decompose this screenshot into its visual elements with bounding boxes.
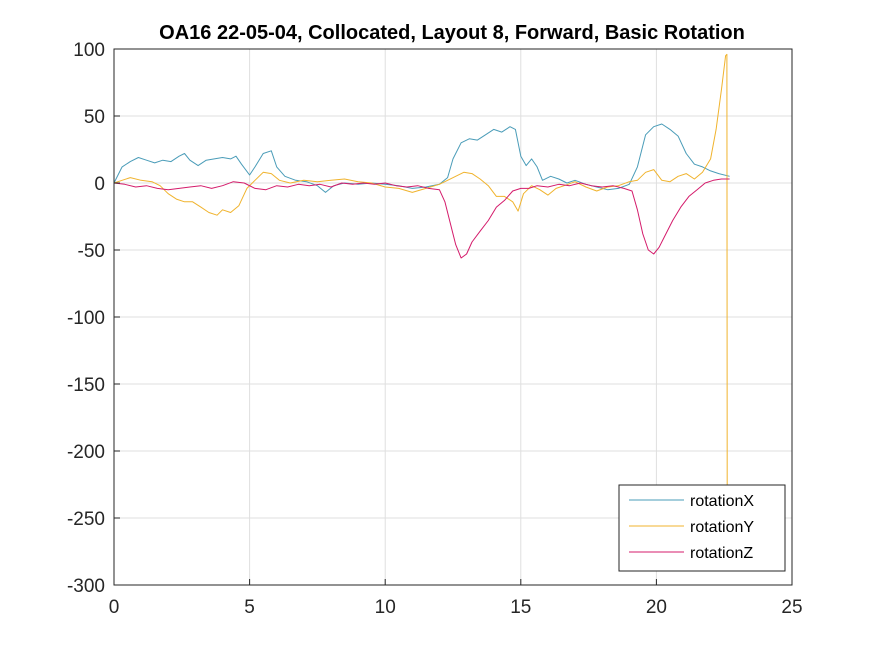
legend: rotationX rotationY rotationZ	[618, 484, 786, 572]
y-tick-label: 50	[84, 107, 105, 128]
y-tick-label: -50	[78, 241, 105, 262]
x-tick-label: 20	[646, 597, 667, 618]
y-axis: 100 50 0 -50 -100 -150 -200 -250 -300	[67, 40, 120, 597]
y-tick-label: 0	[94, 174, 105, 195]
x-axis: 0 5 10 15 20 25	[109, 579, 803, 618]
y-tick-label: -250	[67, 509, 105, 530]
series-line-rotationy	[113, 53, 728, 492]
legend-label: rotationY	[690, 519, 754, 536]
legend-box	[618, 484, 786, 572]
series-lines	[113, 53, 730, 492]
legend-label: rotationZ	[690, 545, 753, 562]
series-line-rotationz	[113, 178, 730, 259]
y-tick-label: 100	[73, 40, 105, 61]
x-tick-label: 25	[781, 597, 802, 618]
chart-title: OA16 22-05-04, Collocated, Layout 8, For…	[159, 22, 745, 44]
x-tick-label: 5	[244, 597, 255, 618]
legend-label: rotationX	[690, 493, 754, 510]
x-tick-label: 0	[109, 597, 120, 618]
x-tick-label: 10	[375, 597, 396, 618]
y-tick-label: -150	[67, 375, 105, 396]
y-tick-label: -200	[67, 442, 105, 463]
y-tick-label: -100	[67, 308, 105, 329]
y-tick-label: -300	[67, 576, 105, 597]
x-tick-label: 15	[510, 597, 531, 618]
